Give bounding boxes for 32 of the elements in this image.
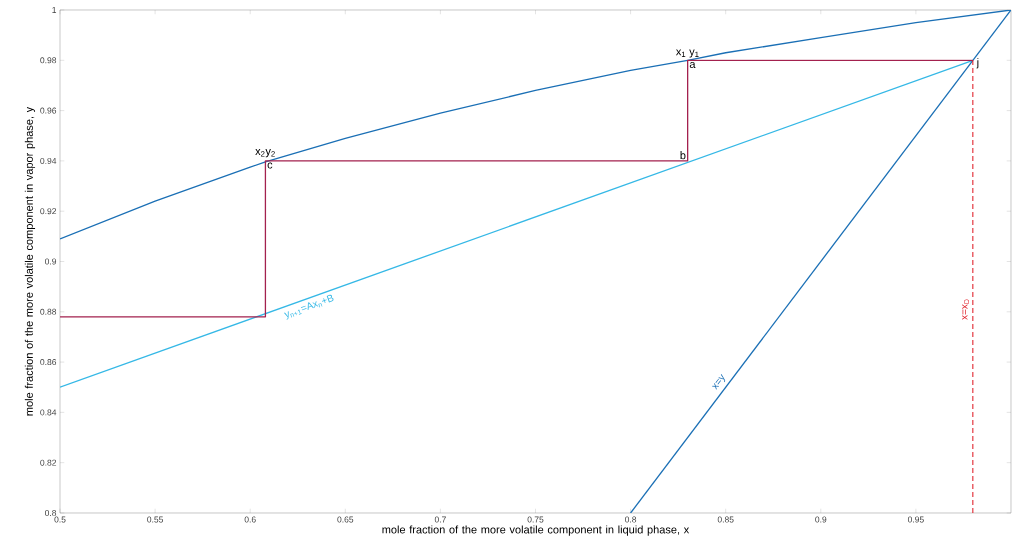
x-tick-label: 0.55 [147, 516, 164, 523]
x-tick-label: 0.95 [907, 516, 924, 523]
y-tick-label: 0.84 [40, 409, 57, 416]
y-tick-label: 0.82 [40, 459, 57, 466]
x-tick-label: 0.6 [244, 516, 256, 523]
x-tick-label: 0.9 [815, 516, 827, 523]
y-tick-label: 1 [52, 7, 57, 13]
y-tick-label: 0.92 [40, 208, 57, 215]
y-tick-label: 0.94 [40, 157, 57, 164]
y-tick-label: 0.86 [40, 359, 57, 366]
x-tick-label: 0.5 [54, 516, 66, 523]
text: x=x$_{D}$ [962, 299, 969, 320]
annotation: a [689, 62, 696, 69]
y-axis-title: mole fraction of the more volatile component in vapor phase, y [24, 106, 36, 416]
y-tick-label: 0.96 [40, 107, 57, 114]
text: y$_{n+1}$=Ax$_{n}$+B [284, 294, 334, 320]
annotation: b [680, 151, 686, 160]
annotation: x$_{1}$ y$_{1}$ [675, 49, 699, 58]
y-tick-label: 0.88 [40, 308, 57, 315]
x-tick-label: 0.65 [337, 516, 354, 523]
x-axis-title: mole fraction of the more volatile component in liquid phase, x [382, 525, 690, 536]
y-tick-label: 0.98 [40, 57, 57, 64]
x-tick-label: 0.75 [527, 516, 544, 523]
text: x=y [712, 374, 726, 390]
annotation: x$_{2}$y$_{2}$ [255, 149, 275, 158]
annotation: j [976, 58, 979, 69]
annotation: c [267, 162, 273, 169]
x-tick-label: 0.85 [717, 516, 734, 523]
x-tick-label: 0.8 [625, 516, 637, 523]
y-tick-label: 0.8 [44, 509, 57, 516]
y-tick-label: 0.9 [44, 258, 57, 265]
x-tick-label: 0.7 [434, 516, 446, 523]
